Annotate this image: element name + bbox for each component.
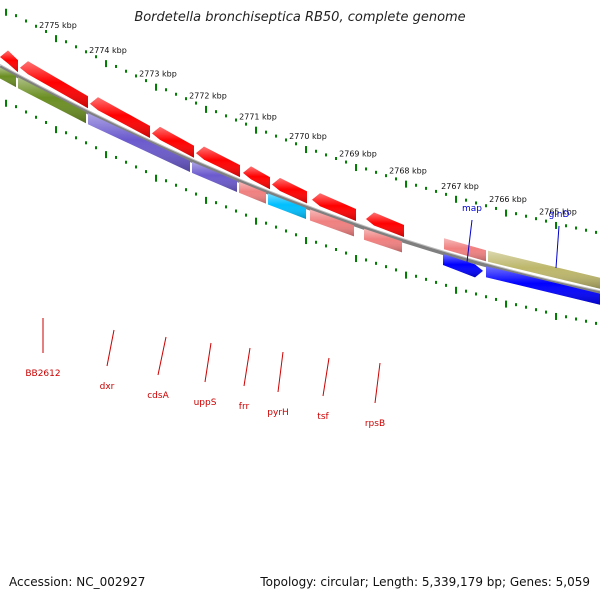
scale-label: 2766 kbp [489, 195, 527, 204]
gene-leader-line [204, 342, 212, 383]
gene-feature-shading [310, 209, 354, 237]
scale-label: 2775 kbp [39, 21, 77, 30]
gene-label-pyrh: pyrH [267, 408, 289, 418]
gene-leader-line [466, 219, 473, 263]
gene-leader-line [277, 351, 284, 393]
gene-leader-line [106, 329, 115, 367]
map-title: Bordetella bronchiseptica RB50, complete… [134, 10, 466, 25]
gene-feature-shading [20, 61, 88, 109]
gene-label-bb2612: BB2612 [25, 369, 60, 379]
gene-label-map: map [462, 204, 482, 214]
genome-summary-text: Topology: circular; Length: 5,339,179 bp… [260, 575, 590, 589]
scale-label: 2769 kbp [339, 150, 377, 159]
gene-feature-shading [364, 228, 402, 253]
gene-label-frr: frr [239, 402, 250, 412]
genome-backbone [0, 64, 600, 295]
gene-feature-shading [366, 212, 404, 237]
gene-label-glnd: glnD [549, 210, 570, 220]
scale-label: 2771 kbp [239, 112, 277, 121]
scale-label: 2770 kbp [289, 132, 327, 141]
scale-label: 2768 kbp [389, 166, 427, 175]
gene-leader-line [322, 357, 330, 397]
gene-feature-shading [0, 67, 16, 88]
gene-feature-shading [152, 126, 194, 158]
gene-feature-shading [88, 113, 190, 172]
gene-feature-shading [443, 253, 483, 278]
gene-label-tsf: tsf [317, 412, 329, 422]
scale-label: 2772 kbp [189, 92, 227, 101]
gene-feature-shading [18, 77, 86, 124]
gene-feature-shading [90, 97, 150, 138]
gene-feature-shading [239, 181, 266, 204]
scale-label: 2765 kbp [539, 207, 577, 216]
gene-label-dxr: dxr [100, 382, 115, 392]
gene-feature-shading [486, 266, 600, 305]
accession-text: Accession: NC_002927 [9, 575, 146, 589]
gene-leader-line [374, 362, 381, 404]
gene-feature-shading [272, 178, 307, 204]
gene-feature-shading [0, 50, 18, 73]
gene-feature-shading [488, 250, 600, 289]
gene-feature-shading [444, 238, 486, 262]
gene-feature-shading [192, 161, 237, 192]
scale-label: 2773 kbp [139, 70, 177, 79]
gene-label-upps: uppS [194, 398, 217, 408]
scale-label: 2767 kbp [441, 182, 479, 191]
gene-feature-shading [312, 193, 356, 222]
gene-feature-shading [243, 166, 270, 190]
gene-leader-line [243, 347, 251, 387]
gene-label-rpsb: rpsB [365, 419, 385, 429]
scale-label: 2774 kbp [89, 46, 127, 55]
gene-label-cdsa: cdsA [147, 391, 169, 401]
gene-feature-shading [268, 193, 306, 220]
gene-feature-shading [196, 146, 240, 178]
genome-backbone-highlight [0, 64, 600, 292]
gene-leader-line [555, 225, 560, 269]
gene-leader-line [157, 336, 167, 376]
